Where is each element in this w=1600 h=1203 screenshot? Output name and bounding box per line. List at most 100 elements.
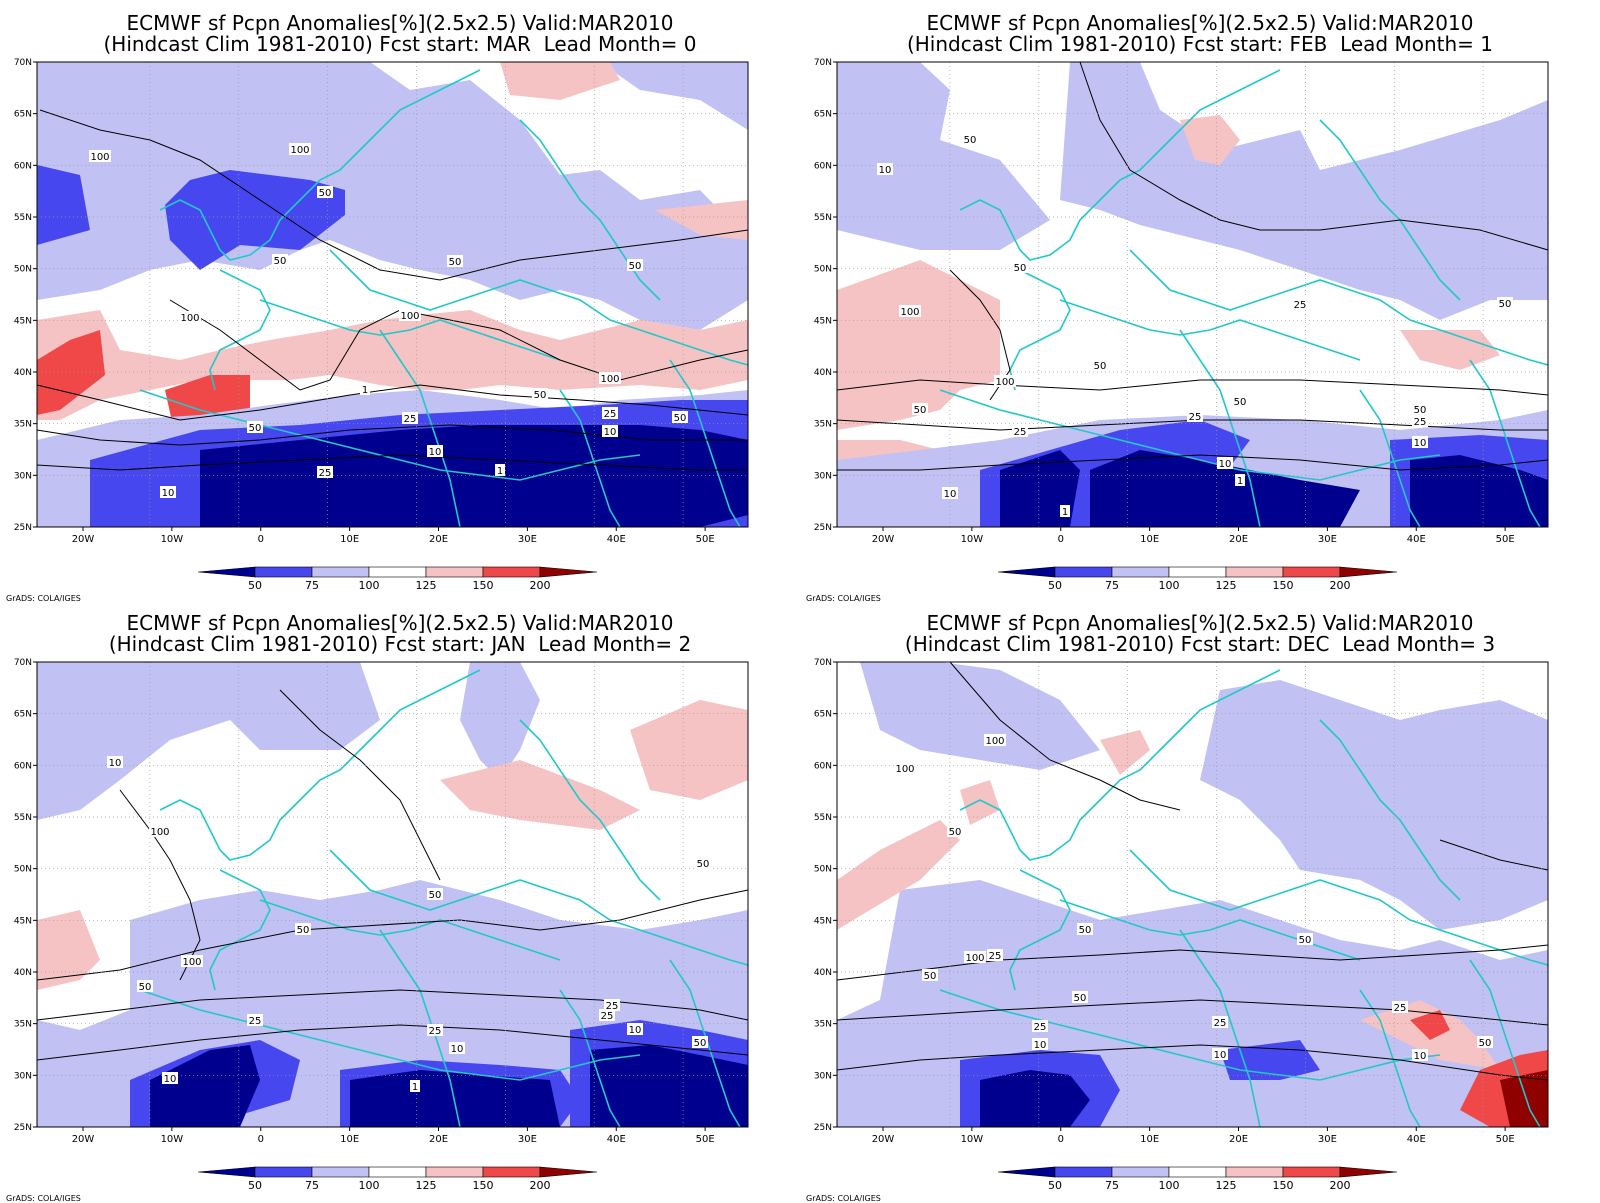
colorbar-swatch-75-100 bbox=[1111, 1166, 1170, 1178]
coastline bbox=[1319, 719, 1461, 901]
contour-label: 100 bbox=[965, 953, 984, 964]
coastline bbox=[959, 69, 1281, 261]
lat-tick-label: 55N bbox=[14, 813, 32, 823]
contour-label: 1 bbox=[1237, 476, 1243, 487]
coastline bbox=[259, 299, 561, 361]
contour-label-bg bbox=[894, 762, 916, 774]
contour-line bbox=[1079, 61, 1549, 251]
contour-label: 25 bbox=[989, 951, 1002, 962]
contour-label: 25 bbox=[1414, 417, 1427, 428]
panel-title-line2: (Hindcast Clim 1981-2010) Fcst start: DE… bbox=[904, 632, 1496, 656]
contour-label: 50 bbox=[1234, 397, 1247, 408]
contour-label: 50 bbox=[449, 257, 462, 268]
panel-title-line1: ECMWF sf Pcpn Anomalies[%](2.5x2.5) Vali… bbox=[126, 611, 674, 635]
contour-label-bg bbox=[627, 1023, 643, 1035]
contour-label-bg bbox=[247, 421, 263, 433]
anomaly-region-125-150 bbox=[630, 700, 748, 800]
credit-text: GrADS: COLA/IGES bbox=[6, 1194, 81, 1203]
contour-label-bg bbox=[672, 411, 688, 423]
contour-label-bg bbox=[1187, 410, 1203, 422]
contour-label: 10 bbox=[164, 1074, 177, 1085]
anomaly-region-lt50 bbox=[1410, 455, 1548, 527]
coastline bbox=[209, 269, 271, 391]
panel-title-line2: (Hindcast Clim 1981-2010) Fcst start: MA… bbox=[103, 32, 697, 56]
panel-lead2: ECMWF sf Pcpn Anomalies[%](2.5x2.5) Vali… bbox=[0, 600, 800, 1203]
contour-label: 50 bbox=[534, 390, 547, 401]
colorbar-swatch-50-75 bbox=[1054, 1166, 1113, 1178]
lat-tick-label: 40N bbox=[814, 968, 832, 978]
credit-text: GrADS: COLA/IGES bbox=[806, 594, 881, 603]
anomaly-region-75-100 bbox=[600, 62, 748, 130]
contour-line bbox=[949, 661, 1181, 811]
colorbar-swatch-lt50 bbox=[197, 1166, 256, 1178]
lon-tick-label: 20E bbox=[429, 1134, 448, 1145]
contour-label-bg bbox=[1412, 403, 1428, 415]
lat-tick-label: 60N bbox=[14, 161, 32, 171]
coastline bbox=[329, 249, 749, 366]
lon-tick-label: 30E bbox=[518, 1134, 537, 1145]
contour-label: 1 bbox=[497, 466, 503, 477]
contour-label: 1 bbox=[362, 385, 368, 396]
lat-tick-label: 40N bbox=[14, 968, 32, 978]
contour-label: 10 bbox=[429, 447, 442, 458]
contour-label: 10 bbox=[879, 165, 892, 176]
anomaly-region-gt200 bbox=[1500, 1070, 1548, 1127]
contour-label: 25 bbox=[606, 1001, 619, 1012]
contour-label: 50 bbox=[697, 859, 710, 870]
colorbar-swatch-lt50 bbox=[997, 1166, 1056, 1178]
lon-tick-label: 30E bbox=[1318, 1134, 1337, 1145]
colorbar-swatch-100-125 bbox=[1168, 566, 1227, 578]
contour-label: 100 bbox=[290, 145, 309, 156]
contour-line bbox=[836, 999, 1549, 1026]
contour-label-bg bbox=[317, 466, 333, 478]
contour-label: 25 bbox=[601, 1011, 614, 1022]
contour-label-bg bbox=[449, 1042, 465, 1054]
contour-label-bg bbox=[994, 375, 1016, 387]
contour-label-bg bbox=[599, 372, 621, 384]
contour-label: 100 bbox=[895, 764, 914, 775]
lat-tick-label: 50N bbox=[814, 865, 832, 875]
colorbar-label: 100 bbox=[359, 579, 380, 592]
contour-label: 10 bbox=[1414, 438, 1427, 449]
lat-tick-label: 45N bbox=[14, 916, 32, 926]
coastline bbox=[209, 869, 271, 991]
lat-tick-label: 55N bbox=[14, 213, 32, 223]
contour-label: 50 bbox=[1479, 1038, 1492, 1049]
colorbar-swatch-50-75 bbox=[1054, 566, 1113, 578]
lat-tick-label: 65N bbox=[14, 710, 32, 720]
panel-title-line2: (Hindcast Clim 1981-2010) Fcst start: FE… bbox=[906, 32, 1494, 56]
contour-label: 25 bbox=[1214, 1018, 1227, 1029]
contour-label-bg bbox=[1412, 415, 1428, 427]
contour-label-bg bbox=[1217, 457, 1233, 469]
coastline bbox=[1009, 269, 1071, 391]
lon-tick-label: 40E bbox=[1407, 1134, 1426, 1145]
panel-lead1: ECMWF sf Pcpn Anomalies[%](2.5x2.5) Vali… bbox=[800, 0, 1600, 603]
lon-tick-label: 0 bbox=[258, 534, 264, 545]
coastline bbox=[669, 359, 741, 528]
contour-label-bg bbox=[1012, 261, 1028, 273]
lon-tick-label: 10E bbox=[1140, 534, 1159, 545]
colorbar-swatch-100-125 bbox=[1168, 1166, 1227, 1178]
coastline bbox=[159, 69, 481, 261]
coastline bbox=[1359, 389, 1421, 528]
lat-tick-label: 60N bbox=[814, 161, 832, 171]
contour-label: 10 bbox=[451, 1044, 464, 1055]
contour-label-bg bbox=[899, 305, 921, 317]
contour-label: 10 bbox=[604, 427, 617, 438]
contour-label-bg bbox=[179, 311, 201, 323]
contour-label-bg bbox=[1412, 1049, 1428, 1061]
map-frame bbox=[36, 661, 749, 1128]
contour-label: 100 bbox=[600, 374, 619, 385]
colorbar-swatch-125-150 bbox=[1225, 1166, 1284, 1178]
panel-title-line1: ECMWF sf Pcpn Anomalies[%](2.5x2.5) Vali… bbox=[926, 11, 1474, 35]
coastline bbox=[379, 329, 461, 528]
lon-tick-label: 20W bbox=[72, 1134, 95, 1145]
contour-label: 10 bbox=[1034, 1040, 1047, 1051]
colorbar-swatch-100-125 bbox=[368, 1166, 427, 1178]
coastline bbox=[959, 669, 1281, 861]
contour-label: 10 bbox=[109, 758, 122, 769]
lon-tick-label: 30E bbox=[518, 534, 537, 545]
contour-label-bg bbox=[1297, 933, 1313, 945]
colorbar-label: 75 bbox=[305, 579, 319, 592]
anomaly-region-125-150 bbox=[837, 820, 960, 930]
